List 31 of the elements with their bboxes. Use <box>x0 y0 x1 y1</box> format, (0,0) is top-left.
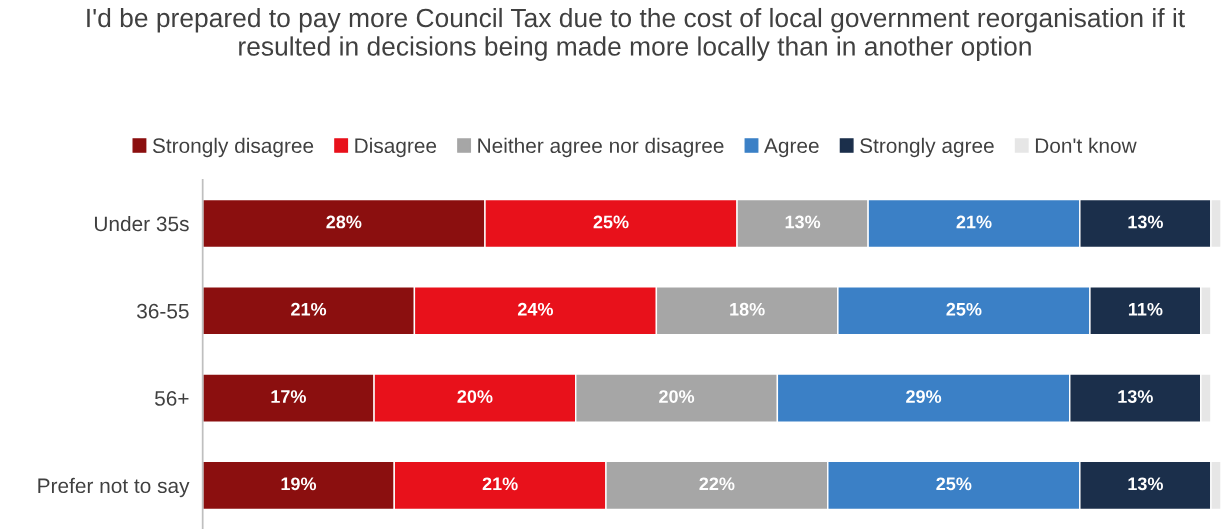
legend-label: Strongly disagree <box>152 137 314 158</box>
legend-label: Agree <box>764 138 819 158</box>
data-label: 21% <box>291 302 327 316</box>
legend-label: Disagree <box>355 137 437 158</box>
data-label: 13% <box>1128 477 1163 491</box>
data-label: 20% <box>659 390 695 403</box>
data-label: 24% <box>517 302 553 316</box>
y-tick-label: Under 35s <box>94 215 189 232</box>
data-label: 21% <box>482 477 518 491</box>
data-label: 13% <box>1128 215 1163 229</box>
data-label: 19% <box>281 477 317 491</box>
data-label: 21% <box>956 215 992 229</box>
legend-label: Don't know <box>1035 137 1137 154</box>
data-label: 29% <box>906 390 942 403</box>
data-label: 11% <box>1128 302 1163 316</box>
y-tick-label: 36-55 <box>137 303 189 319</box>
data-label: 25% <box>946 302 982 316</box>
data-label: 20% <box>457 390 493 403</box>
legend-label: Neither agree nor disagree <box>478 137 724 158</box>
data-label: 17% <box>271 390 306 403</box>
data-label: 25% <box>936 477 972 491</box>
legend-label: Strongly agree <box>860 137 994 158</box>
chart-title: I'd be prepared to pay more Council Tax due to the cost of local government reorganisation if it resulted in decisions being made more locally than in another option <box>87 7 1185 61</box>
data-label: 13% <box>785 215 821 229</box>
data-label: 13% <box>1118 390 1153 403</box>
y-tick-label: 56+ <box>154 391 189 406</box>
y-tick-label: Prefer not to say <box>38 477 190 498</box>
data-label: 28% <box>326 215 362 229</box>
data-label: 25% <box>593 215 629 229</box>
data-label: 18% <box>730 302 765 316</box>
data-label: 22% <box>699 477 735 491</box>
